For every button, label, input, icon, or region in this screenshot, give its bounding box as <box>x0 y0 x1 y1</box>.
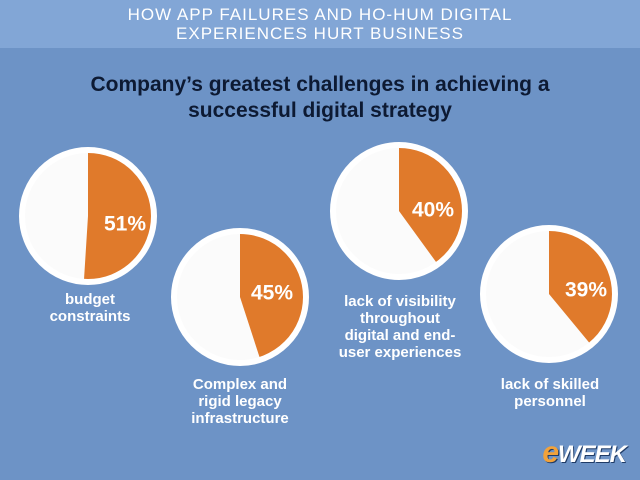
pie-2-value-label: 45% <box>251 282 293 305</box>
pie-1-ring <box>19 147 157 285</box>
pie-3-label-line: lack of visibility <box>344 293 456 310</box>
pie-2-label-line: Complex and <box>192 376 288 393</box>
eweek-logo: eWEEK <box>542 436 627 470</box>
pie-3-label-line: user experiences <box>338 344 462 361</box>
pie-3-value-label: 40% <box>412 199 454 222</box>
pie-1-category-label: budget constraints <box>20 291 160 325</box>
header-banner: HOW APP FAILURES AND HO-HUM DIGITAL EXPE… <box>0 0 640 48</box>
pie-1-label-line: budget <box>65 291 115 308</box>
pie-2-slice <box>240 231 307 360</box>
pie-3-ring <box>330 142 468 280</box>
pie-1-slice <box>83 150 155 282</box>
pie-3-label-line: throughout <box>360 310 440 327</box>
pie-2-label-line: rigid legacy <box>198 393 282 410</box>
pie-3-category-label: lack of visibility throughout digital and … <box>325 293 475 361</box>
header-line-1: HOW APP FAILURES AND HO-HUM DIGITAL <box>127 5 513 24</box>
pie-1-value-label: 51% <box>104 213 146 236</box>
header-line-2: EXPERIENCES HURT BUSINESS <box>176 24 464 43</box>
pie-2-ring <box>171 228 309 366</box>
pie-3-label-line: digital and end- <box>344 327 456 344</box>
pie-4-value-label: 39% <box>565 279 607 302</box>
pie-4-slice <box>549 228 616 345</box>
subtitle-line-2: successful digital strategy <box>188 99 452 122</box>
subtitle-line-1: Company’s greatest challenges in achievi… <box>90 73 550 96</box>
pie-4-label-line: personnel <box>514 393 586 410</box>
pie-1-label-line: constraints <box>49 308 131 325</box>
logo-week: WEEK <box>558 441 627 468</box>
pie-2-label-line: infrastructure <box>191 410 289 427</box>
pie-4-label-line: lack of skilled <box>500 376 600 393</box>
pie-4-ring <box>480 225 618 363</box>
chart-subtitle: Company’s greatest challenges in achievi… <box>0 72 640 124</box>
pie-4-category-label: lack of skilled personnel <box>475 376 625 410</box>
pie-3-slice <box>399 145 465 265</box>
logo-e: e <box>542 436 559 469</box>
pie-2-category-label: Complex and rigid legacy infrastructure <box>170 376 310 427</box>
